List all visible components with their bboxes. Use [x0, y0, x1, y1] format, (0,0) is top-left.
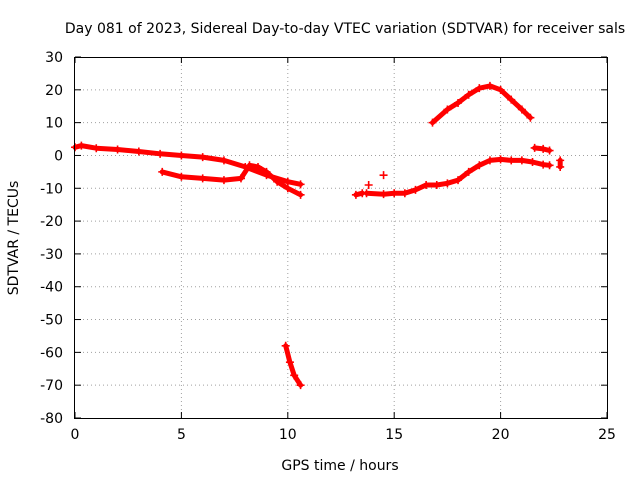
y-tick-label: -40 [40, 280, 63, 296]
y-tick-label: -20 [40, 214, 63, 230]
x-tick-label: 0 [71, 427, 80, 443]
data-point [443, 105, 452, 114]
plot-frame [74, 57, 608, 419]
data-point [422, 180, 431, 189]
series-arc-3 [281, 341, 305, 390]
y-axis-label: SDTVAR / TECUs [6, 181, 22, 296]
data-point [539, 144, 548, 153]
series-outlier-2 [379, 171, 388, 180]
data-point [198, 174, 207, 183]
data-point [245, 161, 254, 170]
data-point [296, 381, 305, 390]
y-tick-label: -10 [40, 181, 63, 197]
data-point [77, 141, 86, 150]
data-point [485, 81, 494, 90]
series-arc-6 [428, 81, 535, 127]
data-point [219, 176, 228, 185]
y-tick-label: -70 [40, 378, 63, 394]
data-point [507, 156, 516, 165]
data-point [528, 158, 537, 167]
data-point [296, 190, 305, 199]
data-point [364, 180, 373, 189]
y-tick-label: 0 [54, 148, 63, 164]
series-arc-5 [362, 155, 554, 199]
data-point [428, 118, 437, 127]
x-tick-label: 25 [598, 427, 616, 443]
data-point [545, 161, 554, 170]
data-point [156, 149, 165, 158]
data-point [351, 190, 360, 199]
data-point [134, 147, 143, 156]
series-arc-7 [530, 143, 554, 155]
data-point [285, 358, 294, 367]
data-point [236, 174, 245, 183]
y-tick-label: 30 [45, 50, 63, 66]
series-layer [71, 81, 565, 390]
data-point [281, 341, 290, 350]
y-tick-label: -50 [40, 313, 63, 329]
x-tick-label: 20 [492, 427, 510, 443]
series-arc-1 [71, 141, 305, 189]
data-point [526, 113, 535, 122]
data-point [475, 161, 484, 170]
data-point [379, 190, 388, 199]
y-tick-label: -60 [40, 345, 63, 361]
data-point [507, 95, 516, 104]
data-point [443, 179, 452, 188]
x-tick-label: 5 [177, 427, 186, 443]
data-point [485, 156, 494, 165]
x-axis-label: GPS time / hours [281, 458, 398, 474]
data-point [254, 162, 263, 171]
y-tick-label: 20 [45, 83, 63, 99]
data-point [464, 167, 473, 176]
y-tick-label: -30 [40, 247, 63, 263]
series-line [283, 343, 304, 388]
data-point [177, 151, 186, 160]
data-point [517, 156, 526, 165]
tick-layer: 0 5 10 15 20 25 30 20 10 0 -10 -20 -30 -40 -50 -60 -70 -8… [40, 50, 616, 443]
data-point [530, 143, 539, 152]
data-point [262, 167, 271, 176]
data-point [400, 189, 409, 198]
y-tick-label: -80 [40, 411, 63, 427]
data-point [290, 371, 299, 380]
x-tick-label: 15 [385, 427, 403, 443]
data-point [454, 98, 463, 107]
data-point [545, 146, 554, 155]
data-point [379, 171, 388, 180]
data-point [432, 180, 441, 189]
data-point [113, 145, 122, 154]
data-point [177, 172, 186, 181]
data-point [219, 156, 228, 165]
chart-title: Day 081 of 2023, Sidereal Day-to-day VTE… [65, 21, 625, 37]
data-point [517, 105, 526, 114]
data-point [475, 84, 484, 93]
series-arc-2 [158, 161, 305, 199]
series-arc-8 [556, 156, 565, 171]
data-point [556, 162, 565, 171]
data-point [390, 189, 399, 198]
data-point [273, 177, 282, 186]
x-tick-label: 10 [279, 427, 297, 443]
data-point [296, 180, 305, 189]
series-arc-4 [351, 189, 367, 199]
data-point [496, 155, 505, 164]
data-point [496, 85, 505, 94]
data-point [283, 184, 292, 193]
series-outlier-1 [364, 180, 373, 189]
series-line [430, 83, 533, 126]
data-point [411, 185, 420, 194]
data-point [464, 90, 473, 99]
data-point [454, 176, 463, 185]
data-point [158, 167, 167, 176]
y-tick-label: 10 [45, 116, 63, 132]
data-point [198, 153, 207, 162]
data-point [92, 144, 101, 153]
data-point [362, 189, 371, 198]
